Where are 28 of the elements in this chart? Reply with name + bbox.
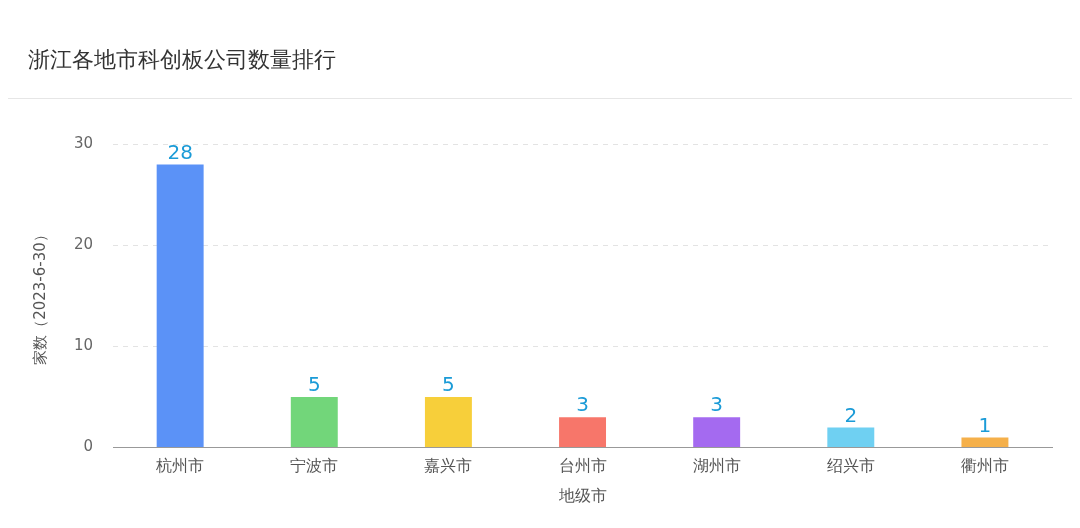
x-tick-label: 宁波市 <box>290 456 339 476</box>
x-axis-title: 地级市 <box>557 485 607 505</box>
y-axis-title: 家数（2023-6-30） <box>30 227 49 365</box>
y-tick-label: 20 <box>73 235 94 254</box>
data-label: 3 <box>576 392 589 417</box>
bar <box>559 417 607 448</box>
data-label: 2 <box>844 402 858 427</box>
bar <box>290 397 338 448</box>
x-tick-label: 杭州市 <box>155 456 205 476</box>
y-tick-label: 10 <box>73 336 94 355</box>
x-tick-label: 湖州市 <box>692 456 741 476</box>
y-tick-label: 0 <box>83 437 94 456</box>
data-label: 5 <box>442 372 455 397</box>
data-label: 5 <box>307 372 321 397</box>
bar <box>424 397 472 448</box>
data-label: 3 <box>710 392 724 417</box>
bar <box>961 437 1009 448</box>
bar <box>156 164 204 448</box>
chart-title: 浙江各地市科创板公司数量排行 <box>28 46 336 72</box>
data-label: 28 <box>167 139 193 164</box>
data-label: 1 <box>978 412 992 437</box>
x-tick-label: 衢州市 <box>960 456 1009 476</box>
bar <box>827 427 875 448</box>
x-tick-label: 台州市 <box>558 456 607 476</box>
x-tick-label: 嘉兴市 <box>424 456 473 476</box>
x-tick-label: 绍兴市 <box>826 456 875 476</box>
bar <box>693 417 741 448</box>
y-tick-label: 30 <box>73 134 94 153</box>
